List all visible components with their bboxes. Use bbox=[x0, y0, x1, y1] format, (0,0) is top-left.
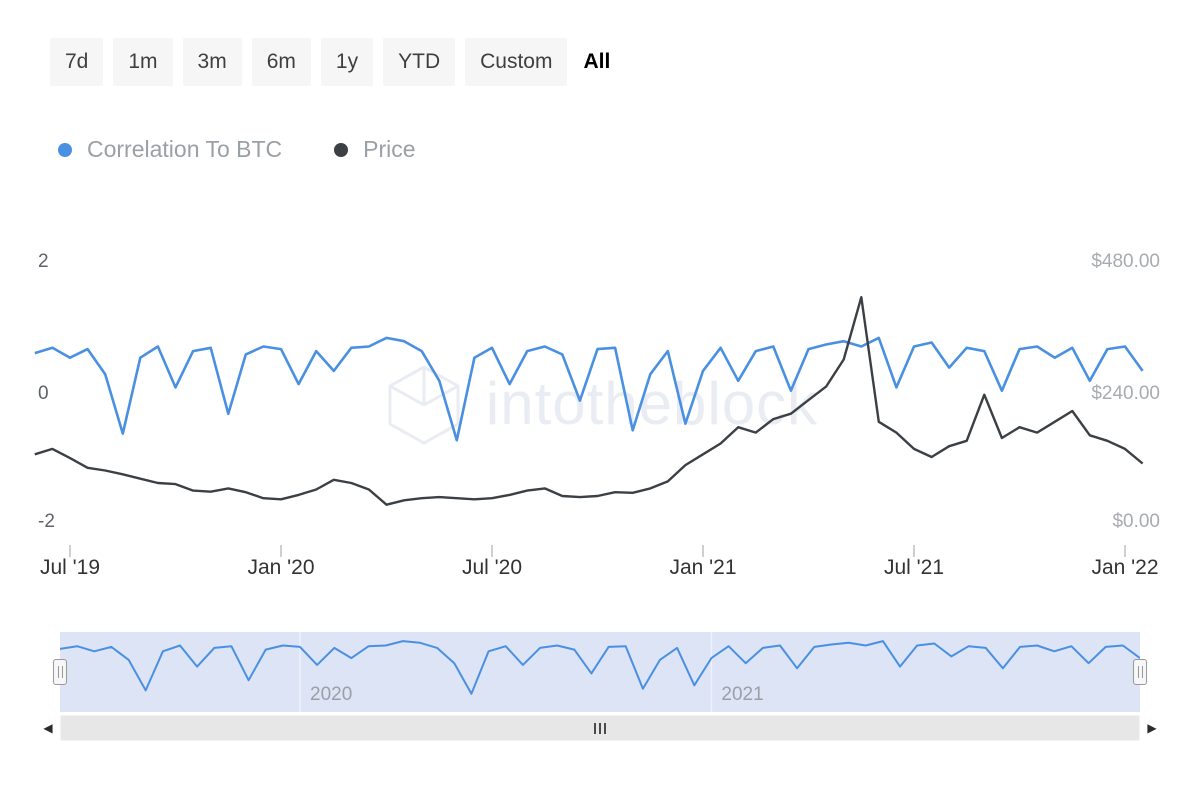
scroll-left-arrow-icon[interactable]: ◀ bbox=[36, 714, 60, 742]
scrollbar-thumb[interactable] bbox=[61, 716, 1139, 740]
price-line bbox=[34, 295, 1144, 506]
navigator-left-handle[interactable] bbox=[53, 659, 67, 685]
correlation-line bbox=[34, 336, 1144, 442]
range-button-ytd[interactable]: YTD bbox=[383, 38, 456, 86]
legend-item-correlation[interactable]: Correlation To BTC bbox=[58, 136, 282, 163]
navigator-right-handle[interactable] bbox=[1133, 659, 1147, 685]
y-axis-corr-tick-0: 0 bbox=[38, 383, 49, 404]
scrollbar-track[interactable] bbox=[60, 715, 1140, 741]
navigator-line bbox=[60, 640, 1140, 695]
navigator-year-label: 2021 bbox=[721, 684, 764, 705]
x-tick-label: Jul '20 bbox=[461, 556, 523, 579]
y-axis-price-tick-240: $240.00 bbox=[1091, 383, 1160, 404]
x-tick-label: Jan '20 bbox=[247, 556, 315, 579]
scroll-right-arrow-icon[interactable]: ▶ bbox=[1140, 714, 1164, 742]
range-button-3m[interactable]: 3m bbox=[182, 38, 242, 86]
navigator-gridlines bbox=[299, 632, 713, 712]
range-button-1y[interactable]: 1y bbox=[320, 38, 374, 86]
navigator-chart bbox=[60, 632, 1140, 712]
y-axis-corr-tick-2: 2 bbox=[38, 251, 49, 272]
range-button-6m[interactable]: 6m bbox=[251, 38, 311, 86]
scrollbar-grip-icon bbox=[594, 722, 596, 734]
navigator-track[interactable]: 2020 2021 bbox=[53, 632, 1147, 712]
y-axis-price-tick-480: $480.00 bbox=[1091, 251, 1160, 272]
main-chart[interactable]: intotheblock 2 0 -2 $480.00 $240.00 $0.0… bbox=[0, 0, 1200, 600]
legend-dot-correlation-icon bbox=[58, 142, 72, 157]
time-range-toolbar: 7d 1m 3m 6m 1y YTD Custom All bbox=[50, 38, 616, 86]
range-button-custom[interactable]: Custom bbox=[465, 38, 568, 86]
x-tick-label: Jul '21 bbox=[883, 556, 945, 579]
legend-label-correlation: Correlation To BTC bbox=[87, 136, 283, 162]
x-axis-ticks bbox=[69, 545, 1126, 557]
y-axis-price-tick-0: $0.00 bbox=[1112, 511, 1160, 532]
chart-plot-area[interactable] bbox=[0, 220, 1200, 590]
x-tick-label: Jul '19 bbox=[39, 556, 101, 579]
y-axis-corr-tick-neg2: -2 bbox=[38, 511, 55, 532]
range-button-all[interactable]: All bbox=[577, 38, 616, 86]
legend-label-price: Price bbox=[363, 136, 416, 162]
chart-legend: Correlation To BTC Price bbox=[58, 136, 416, 163]
legend-item-price[interactable]: Price bbox=[334, 136, 416, 163]
range-button-1m[interactable]: 1m bbox=[113, 38, 173, 86]
range-button-7d[interactable]: 7d bbox=[50, 38, 104, 86]
legend-dot-price-icon bbox=[334, 142, 349, 157]
horizontal-scrollbar: ◀ ▶ bbox=[36, 714, 1164, 742]
x-tick-label: Jan '22 bbox=[1091, 556, 1159, 579]
navigator-year-label: 2020 bbox=[310, 684, 353, 705]
x-tick-label: Jan '21 bbox=[669, 556, 737, 579]
